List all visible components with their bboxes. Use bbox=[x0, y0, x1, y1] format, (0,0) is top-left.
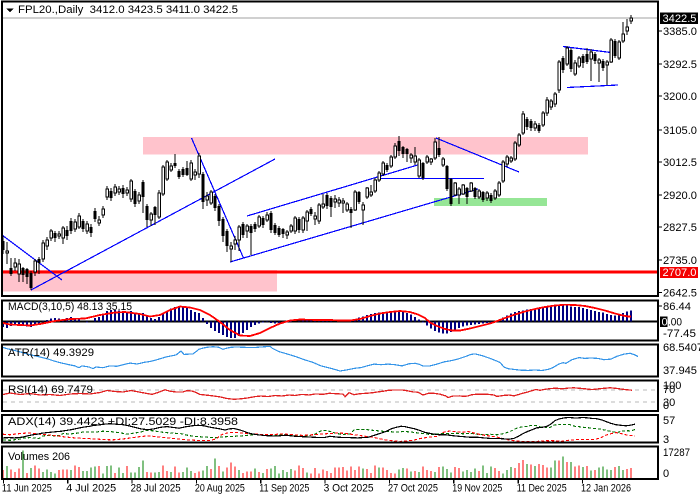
svg-text:2642.5: 2642.5 bbox=[663, 288, 697, 300]
svg-text:3: 3 bbox=[663, 434, 669, 446]
svg-text:2735.0: 2735.0 bbox=[663, 255, 697, 267]
svg-text:11 Sep 2025: 11 Sep 2025 bbox=[259, 483, 309, 495]
svg-text:FPL20.,Daily 3412.0 3423.5 34: FPL20.,Daily 3412.0 3423.5 3411.0 3422.5 bbox=[18, 4, 238, 16]
svg-text:86.44: 86.44 bbox=[663, 301, 691, 313]
svg-text:4 Jul 2025: 4 Jul 2025 bbox=[66, 483, 116, 495]
svg-text:0: 0 bbox=[663, 468, 669, 480]
svg-text:17287: 17287 bbox=[663, 447, 690, 459]
svg-text:ATR(14) 49.3929: ATR(14) 49.3929 bbox=[8, 347, 94, 359]
svg-text:30: 30 bbox=[663, 397, 675, 409]
svg-text:0: 0 bbox=[662, 317, 668, 329]
svg-text:11 Jun 2025: 11 Jun 2025 bbox=[2, 483, 52, 495]
svg-text:3292.5: 3292.5 bbox=[663, 59, 697, 71]
svg-text:0: 0 bbox=[663, 400, 669, 412]
svg-text:-77.45: -77.45 bbox=[663, 328, 696, 340]
svg-text:MACD(3,10,5) 48.13 35.15: MACD(3,10,5) 48.13 35.15 bbox=[8, 301, 132, 313]
svg-text:3012.5: 3012.5 bbox=[663, 157, 697, 169]
svg-text:57: 57 bbox=[663, 415, 675, 427]
svg-text:2920.0: 2920.0 bbox=[663, 190, 697, 202]
svg-text:70: 70 bbox=[663, 384, 675, 396]
svg-text:2707.0: 2707.0 bbox=[663, 267, 697, 279]
svg-text:3 Oct 2025: 3 Oct 2025 bbox=[324, 483, 374, 495]
svg-text:12 Jan 2026: 12 Jan 2026 bbox=[581, 483, 631, 495]
svg-text:68.5407: 68.5407 bbox=[663, 342, 700, 354]
svg-text:100: 100 bbox=[663, 380, 681, 392]
svg-text:.00: .00 bbox=[668, 317, 682, 329]
svg-text:ADX(14) 39.4423 +DI:27.5029 -D: ADX(14) 39.4423 +DI:27.5029 -DI:8.3958 bbox=[8, 416, 238, 428]
svg-text:3422.5: 3422.5 bbox=[663, 13, 697, 25]
svg-text:19 Nov 2025: 19 Nov 2025 bbox=[452, 483, 502, 495]
svg-text:37.945: 37.945 bbox=[663, 365, 697, 377]
svg-text:3200.0: 3200.0 bbox=[663, 91, 697, 103]
svg-text:28 Jul 2025: 28 Jul 2025 bbox=[131, 483, 181, 495]
svg-text:3385.0: 3385.0 bbox=[663, 26, 697, 38]
svg-text:11 Dec 2025: 11 Dec 2025 bbox=[517, 483, 567, 495]
svg-text:3105.0: 3105.0 bbox=[663, 125, 697, 137]
svg-text:2827.5: 2827.5 bbox=[663, 222, 697, 234]
svg-text:20 Aug 2025: 20 Aug 2025 bbox=[195, 483, 245, 495]
svg-text:27 Oct 2025: 27 Oct 2025 bbox=[388, 483, 438, 495]
svg-text:RSI(14) 69.7479: RSI(14) 69.7479 bbox=[8, 384, 93, 396]
svg-text:Volumes 206: Volumes 206 bbox=[8, 451, 70, 463]
